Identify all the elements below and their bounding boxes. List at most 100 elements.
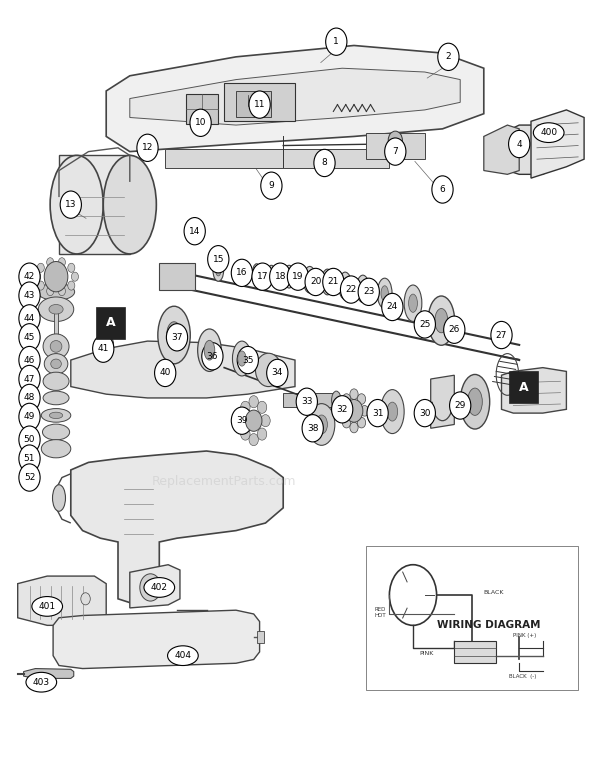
Circle shape xyxy=(314,149,335,177)
Ellipse shape xyxy=(378,278,392,309)
Text: PINK (+): PINK (+) xyxy=(513,633,536,637)
Circle shape xyxy=(237,415,247,427)
Text: A: A xyxy=(106,316,116,330)
Ellipse shape xyxy=(381,286,388,301)
Polygon shape xyxy=(531,110,584,178)
Text: 40: 40 xyxy=(159,368,171,377)
Polygon shape xyxy=(71,451,283,603)
Circle shape xyxy=(184,218,205,245)
Circle shape xyxy=(47,258,54,267)
Polygon shape xyxy=(484,125,519,174)
Ellipse shape xyxy=(166,321,181,348)
Ellipse shape xyxy=(43,372,69,390)
Text: 29: 29 xyxy=(454,401,466,410)
Text: 44: 44 xyxy=(24,314,35,323)
Circle shape xyxy=(302,415,323,442)
Circle shape xyxy=(358,393,366,404)
Circle shape xyxy=(68,263,75,272)
Text: 35: 35 xyxy=(242,356,254,365)
Text: ReplacementParts.com: ReplacementParts.com xyxy=(152,475,296,488)
Circle shape xyxy=(345,399,363,422)
Bar xyxy=(54,311,58,344)
Ellipse shape xyxy=(50,412,63,418)
Circle shape xyxy=(19,263,40,290)
Circle shape xyxy=(367,399,388,427)
Circle shape xyxy=(438,43,459,70)
Circle shape xyxy=(19,445,40,472)
Text: 22: 22 xyxy=(345,285,357,294)
Text: 6: 6 xyxy=(440,185,445,194)
Text: 16: 16 xyxy=(236,268,248,277)
Text: 400: 400 xyxy=(540,128,558,137)
Text: 47: 47 xyxy=(24,374,35,384)
Circle shape xyxy=(58,258,65,267)
Ellipse shape xyxy=(49,305,63,314)
Circle shape xyxy=(140,574,161,601)
Circle shape xyxy=(326,28,347,55)
Bar xyxy=(59,155,130,254)
Polygon shape xyxy=(24,669,74,678)
Text: 12: 12 xyxy=(142,143,153,152)
Text: A: A xyxy=(519,381,529,394)
Ellipse shape xyxy=(37,283,74,300)
Ellipse shape xyxy=(404,285,422,321)
Ellipse shape xyxy=(342,279,348,293)
Ellipse shape xyxy=(408,294,418,312)
Text: 52: 52 xyxy=(24,473,35,482)
Text: 36: 36 xyxy=(206,352,218,361)
Circle shape xyxy=(19,365,40,393)
Circle shape xyxy=(339,406,348,416)
FancyBboxPatch shape xyxy=(509,371,538,403)
Ellipse shape xyxy=(168,646,198,666)
Ellipse shape xyxy=(26,672,57,692)
Circle shape xyxy=(190,109,211,136)
Circle shape xyxy=(37,263,44,272)
Ellipse shape xyxy=(232,341,251,376)
Text: 37: 37 xyxy=(171,333,183,342)
Text: 10: 10 xyxy=(195,118,206,127)
Text: 14: 14 xyxy=(189,227,201,236)
Ellipse shape xyxy=(158,306,190,364)
Text: 7: 7 xyxy=(392,147,398,156)
Bar xyxy=(224,83,295,121)
Polygon shape xyxy=(454,641,496,663)
Ellipse shape xyxy=(99,334,113,356)
Circle shape xyxy=(231,407,253,434)
Bar xyxy=(165,149,389,168)
Text: BLACK  (-): BLACK (-) xyxy=(509,674,536,678)
Text: 48: 48 xyxy=(24,393,35,402)
Circle shape xyxy=(358,278,379,305)
FancyBboxPatch shape xyxy=(96,307,125,339)
Ellipse shape xyxy=(533,123,564,143)
Ellipse shape xyxy=(41,440,71,458)
Ellipse shape xyxy=(53,485,65,511)
Circle shape xyxy=(241,428,250,440)
Text: 15: 15 xyxy=(212,255,224,264)
Ellipse shape xyxy=(387,402,398,421)
Text: 26: 26 xyxy=(448,325,460,334)
Text: 46: 46 xyxy=(24,356,35,365)
Ellipse shape xyxy=(468,388,483,415)
Circle shape xyxy=(350,389,358,399)
Circle shape xyxy=(450,392,471,419)
Ellipse shape xyxy=(51,359,61,368)
Circle shape xyxy=(60,191,81,218)
Ellipse shape xyxy=(41,409,71,422)
Circle shape xyxy=(305,268,326,296)
Circle shape xyxy=(58,287,65,296)
Circle shape xyxy=(37,281,44,290)
Ellipse shape xyxy=(339,272,352,299)
Text: 24: 24 xyxy=(386,302,398,312)
Circle shape xyxy=(202,343,223,370)
Ellipse shape xyxy=(38,297,74,321)
Circle shape xyxy=(340,276,362,303)
Circle shape xyxy=(47,287,54,296)
Polygon shape xyxy=(18,576,106,625)
Text: 43: 43 xyxy=(24,291,35,300)
Text: 402: 402 xyxy=(151,583,168,592)
Circle shape xyxy=(208,246,229,273)
Circle shape xyxy=(155,359,176,387)
Polygon shape xyxy=(53,610,260,669)
Text: 19: 19 xyxy=(292,272,304,281)
Circle shape xyxy=(514,373,536,400)
